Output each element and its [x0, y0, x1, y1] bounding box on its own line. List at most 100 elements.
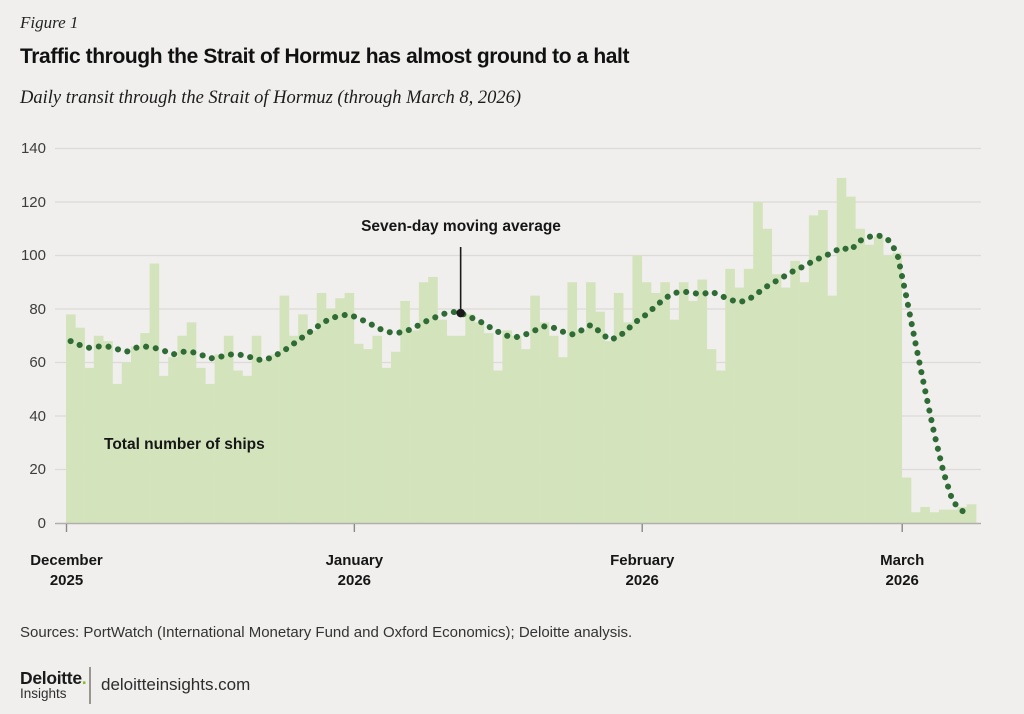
daily-bar	[455, 335, 466, 523]
daily-bar	[576, 330, 587, 523]
daily-bar	[372, 335, 383, 523]
x-axis-tick-label: February 2026	[572, 551, 712, 591]
footer-site-url: deloitteinsights.com	[101, 675, 251, 694]
deloitte-insights-logo: Deloitte. Insights	[20, 669, 89, 701]
daily-bar	[168, 357, 178, 523]
daily-bar	[186, 322, 197, 523]
source-note: Sources: PortWatch (International Moneta…	[20, 624, 633, 641]
year-label: 2025	[49, 572, 84, 589]
y-axis-tick-label: 80	[29, 300, 46, 318]
y-axis-tick-label: 20	[29, 461, 46, 478]
daily-bar	[660, 282, 670, 523]
daily-bar	[177, 335, 188, 523]
daily-bar	[771, 274, 782, 523]
daily-bar	[121, 362, 132, 523]
chart-subtitle: Daily transit through the Strait of Horm…	[20, 88, 522, 108]
daily-bar	[873, 236, 884, 523]
daily-bar	[335, 298, 345, 523]
daily-bar	[818, 210, 828, 523]
y-axis-tick-label: 40	[29, 407, 46, 425]
daily-bar	[483, 333, 494, 523]
daily-bar	[437, 319, 448, 523]
daily-bar	[260, 359, 271, 523]
daily-bar	[66, 314, 76, 523]
daily-bar	[279, 295, 290, 523]
annotation-dot	[456, 308, 465, 318]
total-ships-label: Total number of ships	[104, 436, 265, 453]
x-axis-tick-label: March 2026	[832, 551, 972, 591]
daily-bar	[418, 282, 429, 523]
daily-bar	[465, 314, 475, 523]
daily-bar	[140, 333, 150, 523]
daily-bar	[130, 346, 141, 523]
daily-bar	[288, 335, 299, 523]
daily-bar	[623, 322, 633, 523]
daily-bar	[112, 383, 123, 523]
daily-bar	[446, 335, 457, 523]
daily-bar	[715, 370, 726, 523]
month-label: March	[880, 552, 925, 569]
daily-bar	[409, 330, 420, 523]
daily-bar	[103, 341, 113, 523]
daily-bar	[836, 177, 847, 524]
y-axis-tick-label: 60	[29, 354, 46, 371]
daily-bar	[558, 357, 568, 523]
daily-bar	[892, 252, 903, 523]
daily-bar	[678, 282, 689, 523]
daily-bar	[632, 255, 643, 523]
daily-bar	[363, 349, 373, 523]
daily-bar	[920, 506, 930, 523]
moving-average-dotted-line	[67, 232, 975, 516]
figure-label: Figure 1	[20, 13, 79, 32]
daily-bar	[205, 383, 215, 523]
daily-bar	[855, 228, 865, 523]
daily-bar	[381, 367, 392, 523]
month-label: December	[30, 552, 103, 569]
daily-bar	[214, 354, 225, 523]
year-label: 2026	[337, 572, 372, 589]
daily-bar	[233, 370, 243, 523]
daily-bar	[706, 349, 717, 523]
daily-bar	[93, 335, 104, 523]
footer-divider	[89, 666, 91, 704]
daily-bar	[520, 349, 531, 523]
daily-bar	[595, 311, 605, 523]
daily-bar	[270, 354, 280, 523]
daily-bar	[149, 263, 160, 523]
daily-bar	[799, 282, 810, 523]
daily-bar	[734, 287, 745, 523]
daily-bar	[195, 367, 206, 523]
daily-bar	[567, 282, 578, 523]
daily-bar	[901, 477, 912, 523]
month-label: January	[325, 552, 384, 569]
daily-bar	[938, 509, 949, 523]
daily-bar	[604, 341, 615, 523]
chart-title: Traffic through the Strait of Hormuz has…	[20, 45, 630, 68]
moving-average-annotation: Seven-day moving average	[361, 218, 561, 235]
daily-bar	[790, 260, 800, 523]
daily-bar	[883, 255, 893, 523]
daily-bar	[957, 506, 968, 523]
daily-bar	[84, 367, 95, 523]
daily-bar	[669, 319, 680, 523]
daily-bar	[725, 268, 735, 523]
daily-bar	[827, 295, 838, 523]
daily-bar	[762, 228, 773, 523]
daily-bar	[474, 322, 485, 523]
deloitte-wordmark: Deloitte.	[20, 668, 87, 688]
daily-bar	[428, 276, 438, 523]
daily-bar	[316, 292, 327, 523]
daily-bar	[353, 343, 364, 523]
daily-bar	[697, 279, 708, 523]
x-axis-tick-label: December 2025	[0, 551, 137, 591]
daily-bar	[845, 196, 856, 523]
footer: Deloitte. Insights deloitteinsights.com	[20, 665, 250, 705]
daily-bar	[743, 268, 754, 523]
daily-bar	[298, 314, 308, 523]
x-axis-tick-label: January 2026	[284, 551, 424, 591]
daily-bar	[502, 330, 513, 523]
y-axis-tick-label: 140	[20, 140, 46, 157]
y-axis-tick-label: 100	[20, 247, 46, 264]
daily-bar	[650, 292, 661, 523]
